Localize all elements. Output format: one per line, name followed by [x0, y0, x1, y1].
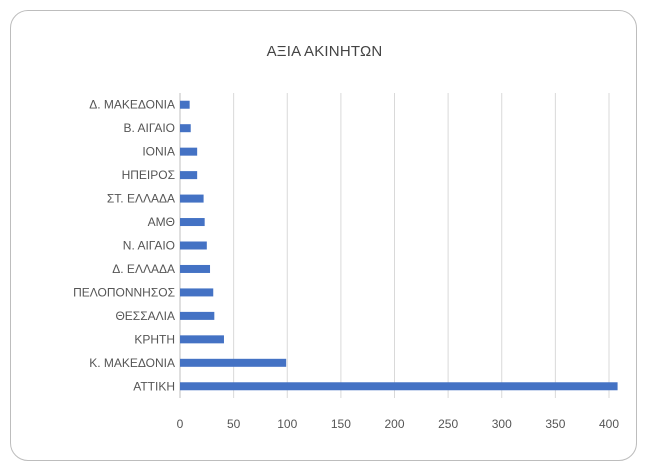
x-tick-label: 200	[384, 417, 404, 431]
x-tick-labels: 0 50 100 150 200 250 300 350 400	[177, 417, 620, 431]
bar	[180, 358, 287, 367]
bar	[180, 382, 618, 391]
category-label: ΠΕΛΟΠΟΝΝΗΣΟΣ	[73, 285, 175, 299]
bar	[180, 264, 211, 273]
bar	[180, 124, 191, 133]
category-label: ΙΟΝΙΑ	[142, 145, 175, 159]
category-label: Κ. ΜΑΚΕΔΟΝΙΑ	[89, 356, 175, 370]
bar	[180, 311, 215, 320]
x-tick-label: 50	[227, 417, 241, 431]
category-label: ΚΡΗΤΗ	[134, 332, 175, 346]
category-label: ΗΠΕΙΡΟΣ	[122, 168, 175, 182]
bar	[180, 194, 204, 203]
category-label: ΣΤ. ΕΛΛΑΔΑ	[107, 192, 175, 206]
category-labels: Δ. ΜΑΚΕΔΟΝΙΑ Β. ΑΙΓΑΙΟ ΙΟΝΙΑ ΗΠΕΙΡΟΣ ΣΤ. ΕΛΛ…	[73, 98, 175, 394]
category-label: Δ. ΜΑΚΕΔΟΝΙΑ	[89, 98, 175, 112]
gridlines	[179, 93, 610, 398]
x-tick-label: 300	[492, 417, 512, 431]
category-label: Ν. ΑΙΓΑΙΟ	[123, 239, 175, 253]
category-label: ΑΤΤΙΚΗ	[133, 379, 175, 393]
x-tick-label: 400	[599, 417, 619, 431]
bar	[180, 288, 214, 297]
bar	[180, 171, 198, 180]
bar	[180, 100, 190, 109]
category-label: Β. ΑΙΓΑΙΟ	[123, 121, 175, 135]
x-tick-label: 150	[331, 417, 351, 431]
bars	[180, 100, 618, 391]
chart-title: ΑΞΙΑ ΑΚΙΝΗΤΩΝ	[266, 43, 383, 60]
bar	[180, 218, 205, 227]
category-label: Δ. ΕΛΛΑΔΑ	[112, 262, 175, 276]
x-tick-label: 350	[545, 417, 565, 431]
bar	[180, 241, 207, 250]
bar	[180, 147, 198, 156]
category-label: ΘΕΣΣΑΛΙΑ	[115, 309, 175, 323]
category-label: ΑΜΘ	[148, 215, 175, 229]
x-tick-label: 250	[438, 417, 458, 431]
x-tick-label: 100	[277, 417, 297, 431]
x-tick-label: 0	[177, 417, 184, 431]
bar	[180, 335, 224, 344]
